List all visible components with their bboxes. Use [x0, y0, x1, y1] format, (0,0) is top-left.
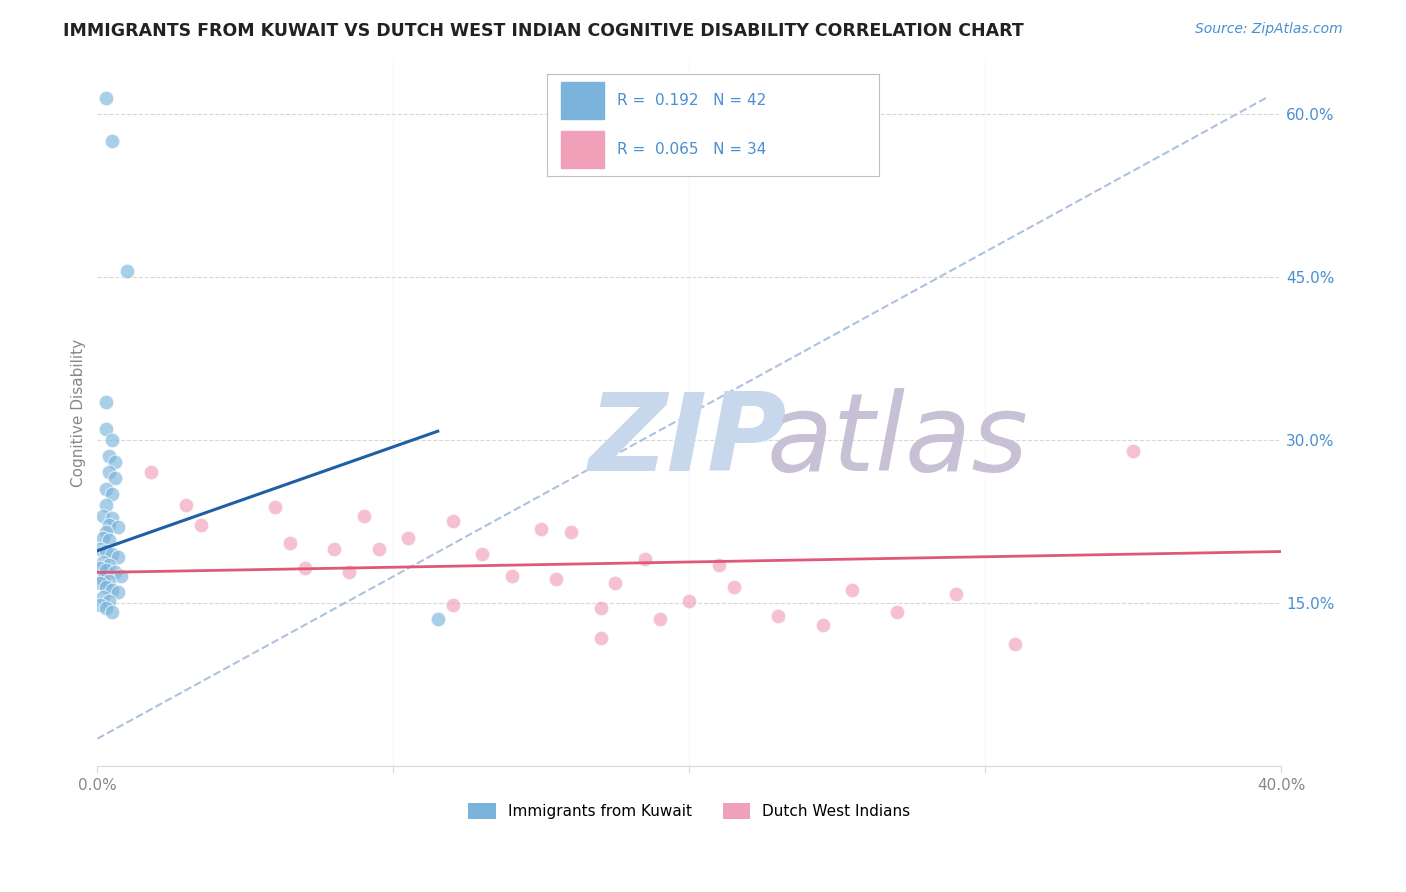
Point	[96, 395, 118, 409]
Point	[96, 601, 118, 615]
Point	[91, 591, 114, 605]
Point	[501, 568, 523, 582]
Point	[441, 515, 464, 529]
Point	[101, 511, 124, 525]
Point	[96, 498, 118, 512]
Point	[945, 587, 967, 601]
Point	[560, 525, 582, 540]
Point	[110, 568, 132, 582]
Point	[1315, 555, 1337, 569]
Point	[107, 585, 129, 599]
Point	[98, 558, 121, 572]
Point	[396, 531, 419, 545]
Point	[589, 601, 612, 615]
Point	[104, 471, 127, 485]
Point	[115, 264, 138, 278]
Point	[91, 508, 114, 523]
Point	[353, 508, 375, 523]
Point	[841, 582, 863, 597]
Point	[107, 550, 129, 565]
Text: atlas: atlas	[766, 389, 1028, 493]
Point	[96, 482, 118, 496]
Point	[546, 572, 568, 586]
Point	[101, 433, 124, 447]
Point	[589, 631, 612, 645]
Point	[98, 533, 121, 547]
Text: IMMIGRANTS FROM KUWAIT VS DUTCH WEST INDIAN COGNITIVE DISABILITY CORRELATION CHA: IMMIGRANTS FROM KUWAIT VS DUTCH WEST IND…	[63, 22, 1024, 40]
Point	[89, 598, 111, 612]
Text: Source: ZipAtlas.com: Source: ZipAtlas.com	[1195, 22, 1343, 37]
Legend: Immigrants from Kuwait, Dutch West Indians: Immigrants from Kuwait, Dutch West India…	[463, 797, 917, 825]
Point	[96, 525, 118, 540]
Point	[605, 576, 627, 591]
Point	[104, 455, 127, 469]
Point	[139, 466, 162, 480]
Point	[294, 561, 316, 575]
Point	[471, 547, 494, 561]
Point	[98, 466, 121, 480]
Point	[91, 555, 114, 569]
Point	[886, 605, 908, 619]
Point	[441, 598, 464, 612]
Point	[101, 605, 124, 619]
Point	[678, 593, 700, 607]
Point	[89, 541, 111, 556]
Point	[96, 563, 118, 577]
Point	[634, 552, 657, 566]
Point	[367, 541, 389, 556]
Point	[278, 536, 301, 550]
Point	[648, 612, 671, 626]
Point	[1004, 637, 1026, 651]
Text: ZIP: ZIP	[589, 388, 787, 494]
Point	[98, 593, 121, 607]
Point	[766, 608, 789, 623]
Point	[530, 522, 553, 536]
Point	[811, 617, 834, 632]
Point	[323, 541, 346, 556]
Point	[264, 500, 287, 515]
Point	[101, 134, 124, 148]
Point	[98, 449, 121, 463]
Point	[96, 580, 118, 594]
Point	[89, 561, 111, 575]
Point	[723, 580, 745, 594]
Point	[96, 90, 118, 104]
Point	[707, 558, 730, 572]
Point	[89, 576, 111, 591]
Point	[101, 582, 124, 597]
Point	[337, 566, 360, 580]
Point	[96, 543, 118, 558]
Point	[98, 574, 121, 589]
Point	[91, 572, 114, 586]
Point	[426, 612, 449, 626]
Point	[101, 487, 124, 501]
Point	[98, 517, 121, 532]
Y-axis label: Cognitive Disability: Cognitive Disability	[72, 339, 86, 487]
Point	[190, 517, 212, 532]
Point	[174, 498, 197, 512]
Point	[91, 531, 114, 545]
Point	[101, 547, 124, 561]
Point	[1122, 443, 1144, 458]
Point	[104, 566, 127, 580]
Point	[107, 520, 129, 534]
Point	[96, 422, 118, 436]
